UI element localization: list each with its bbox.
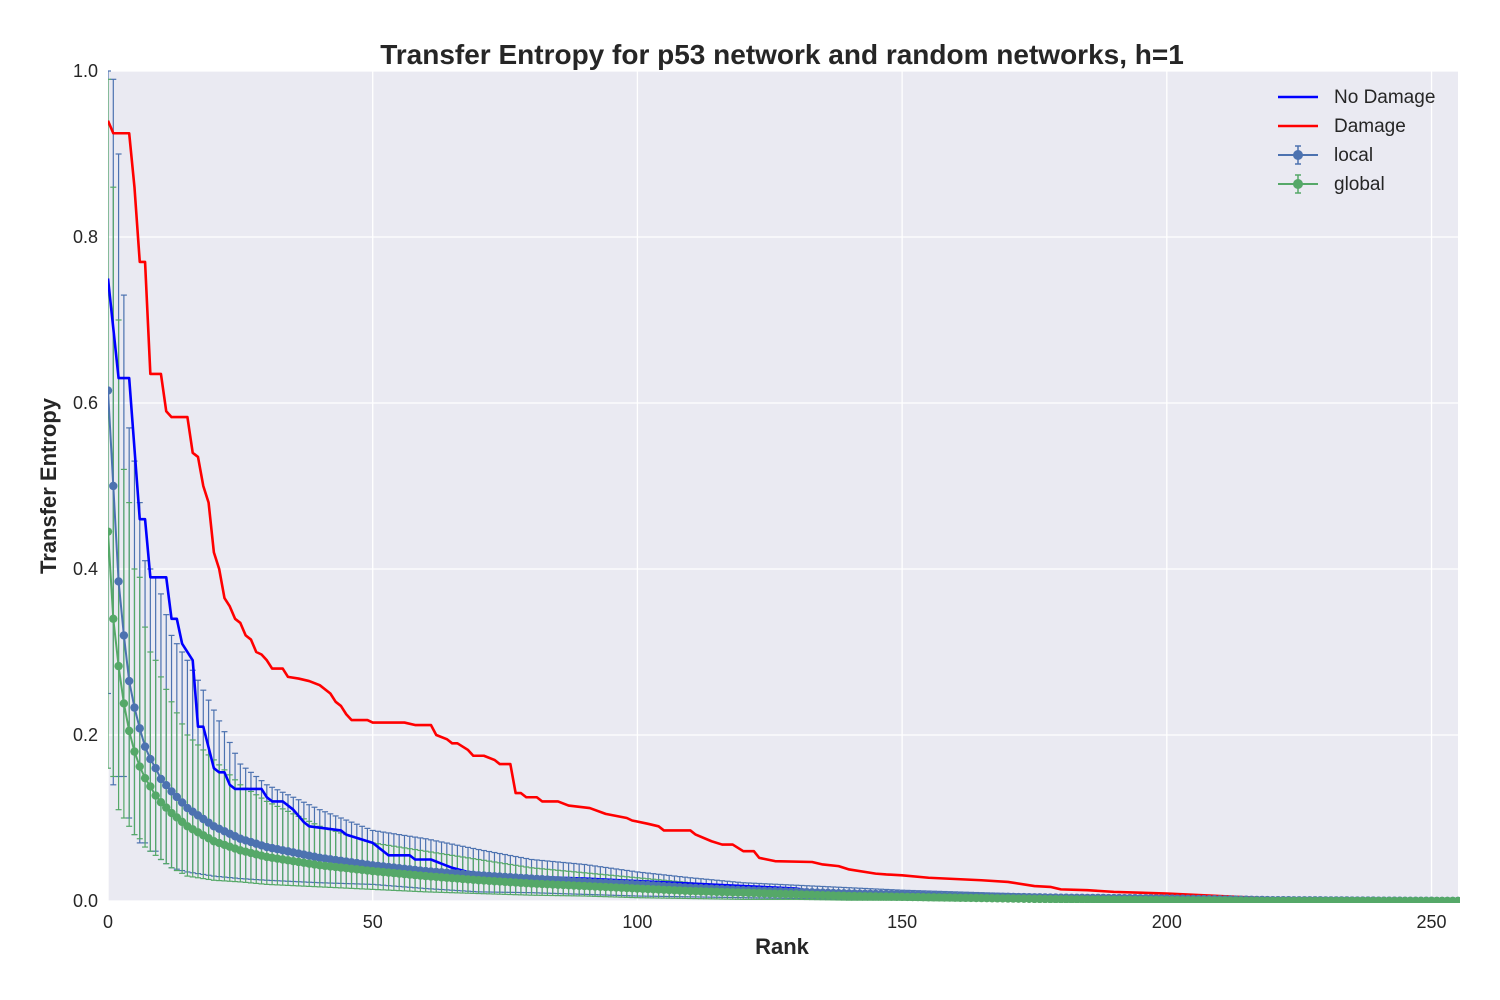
legend: No Damage Damage local global [1278, 87, 1435, 195]
mean-point [151, 791, 160, 800]
y-tick-label: 0.8 [73, 227, 98, 247]
mean-point [135, 762, 144, 771]
mean-point [130, 747, 139, 756]
mean-point [119, 699, 129, 708]
series-line-Damage [108, 120, 1459, 903]
legend-label: Damage [1334, 116, 1406, 137]
series-group [108, 70, 1460, 903]
legend-item: No Damage [1278, 87, 1435, 108]
axes: 0 50 100 150 200 250 0.0 0.2 0.4 0.6 0.8 1.0 [73, 61, 1447, 932]
mean-point [151, 764, 160, 773]
plot-area [107, 70, 1460, 903]
y-axis-label: Transfer Entropy [36, 397, 61, 574]
mean-point [1453, 896, 1460, 903]
mean-point [172, 792, 182, 802]
mean-point [124, 726, 134, 736]
y-tick-label: 0.2 [73, 725, 98, 745]
mean-point [177, 798, 187, 807]
mean-point [130, 703, 139, 712]
y-tick-label: 1.0 [73, 61, 98, 81]
mean-point [162, 803, 171, 812]
series-means-global [108, 527, 1460, 903]
chart-title: Transfer Entropy for p53 network and ran… [380, 39, 1184, 70]
legend-label: global [1334, 174, 1385, 195]
mean-point [108, 386, 113, 395]
legend-item: Damage [1278, 116, 1406, 137]
legend-marker [1293, 179, 1303, 189]
x-axis-label: Rank [755, 934, 810, 959]
x-tick-label: 200 [1152, 912, 1182, 932]
legend-label: No Damage [1334, 87, 1435, 108]
series-line-No Damage [108, 278, 1459, 903]
x-tick-label: 150 [887, 912, 917, 932]
y-tick-label: 0.4 [73, 559, 98, 579]
x-tick-label: 250 [1417, 912, 1447, 932]
mean-point [119, 631, 129, 640]
mean-point [146, 782, 155, 791]
y-tick-label: 0.6 [73, 393, 98, 413]
mean-point [114, 577, 123, 586]
mean-point [140, 773, 150, 783]
x-tick-label: 50 [363, 912, 383, 932]
x-tick-label: 0 [103, 912, 113, 932]
y-tick-label: 0.0 [73, 891, 98, 911]
legend-item: global [1278, 174, 1385, 195]
mean-point [156, 798, 166, 807]
mean-point [146, 754, 155, 764]
mean-point [109, 481, 118, 491]
mean-point [124, 676, 134, 686]
legend-marker [1293, 150, 1303, 160]
x-tick-label: 100 [622, 912, 652, 932]
plot-background [108, 71, 1458, 901]
mean-point [109, 614, 118, 623]
legend-item: local [1278, 145, 1373, 166]
mean-point [108, 527, 113, 536]
mean-point [140, 742, 150, 751]
mean-point [162, 781, 171, 790]
mean-point [156, 774, 166, 784]
mean-point [114, 661, 123, 671]
mean-point [167, 787, 176, 796]
mean-point [135, 724, 144, 733]
legend-label: local [1334, 145, 1373, 166]
